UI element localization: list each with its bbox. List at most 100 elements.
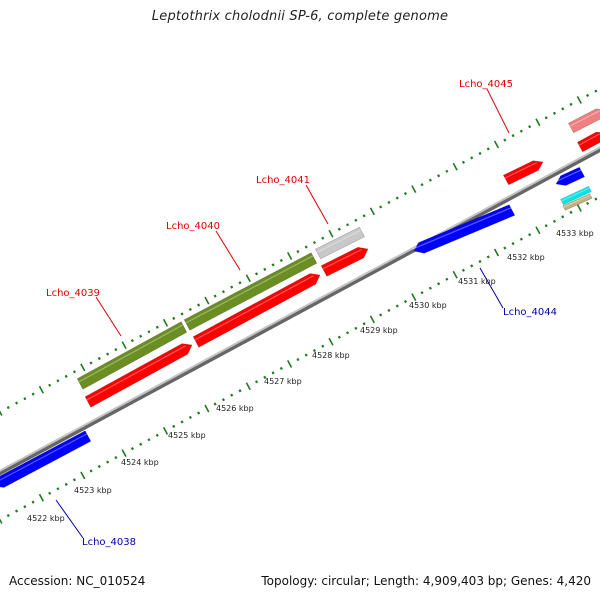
scale-label: 4522 kbp	[27, 514, 65, 523]
gene-label-4045: Lcho_4045	[459, 79, 513, 90]
minor-tick	[296, 249, 300, 254]
feature-lcho-4040-olive-highlight	[185, 255, 314, 324]
minor-tick	[271, 371, 275, 375]
minor-tick	[89, 361, 93, 365]
minor-tick	[312, 348, 316, 353]
minor-tick	[279, 258, 283, 263]
scale-label: 4523 kbp	[74, 486, 112, 495]
minor-tick	[114, 347, 118, 352]
major-tick	[245, 382, 251, 391]
scale-label: 4524 kbp	[121, 458, 159, 467]
minor-tick	[139, 334, 143, 338]
minor-tick	[312, 240, 316, 245]
minor-tick	[230, 393, 234, 397]
minor-tick	[420, 183, 424, 187]
minor-tick	[528, 125, 532, 129]
minor-tick	[346, 331, 350, 335]
minor-tick	[437, 282, 441, 286]
minor-tick	[263, 375, 267, 379]
minor-tick	[362, 214, 366, 218]
major-tick	[286, 252, 293, 260]
major-tick	[411, 293, 417, 301]
minor-tick	[321, 236, 325, 240]
major-tick	[576, 96, 582, 104]
feature-lcho-4039-olive-highlight	[78, 324, 184, 383]
scale-label: 4532 kbp	[507, 253, 545, 262]
feature-forward-cds	[192, 273, 321, 348]
minor-tick	[255, 380, 259, 384]
minor-tick	[486, 147, 490, 151]
minor-tick	[379, 313, 383, 317]
minor-tick	[544, 116, 548, 120]
minor-tick	[97, 356, 101, 361]
feature-lcho-4041-grey	[314, 226, 366, 260]
major-tick	[535, 118, 541, 127]
minor-tick	[180, 312, 184, 316]
minor-tick	[172, 316, 176, 320]
minor-tick	[106, 352, 110, 356]
minor-tick	[586, 201, 590, 206]
minor-tick	[155, 325, 159, 329]
minor-tick	[428, 286, 432, 290]
minor-tick	[304, 245, 308, 249]
minor-tick	[213, 402, 217, 406]
feature-lcho-4044-blue-highlight	[412, 207, 512, 250]
minor-tick	[337, 227, 341, 231]
major-tick	[452, 162, 458, 171]
minor-tick	[114, 455, 118, 460]
gene-label-4040: Lcho_4040	[166, 221, 220, 232]
minor-tick	[180, 420, 184, 424]
major-tick	[328, 229, 334, 238]
inner-tick-track	[0, 197, 598, 524]
major-tick	[328, 337, 334, 346]
feature-forward-cds	[84, 343, 193, 408]
major-tick	[369, 207, 376, 216]
minor-tick	[188, 415, 192, 420]
gene-label-4039: Lcho_4039	[46, 288, 100, 299]
major-tick	[452, 270, 458, 279]
minor-tick	[130, 339, 134, 343]
map-title: Leptothrix cholodnii SP-6, complete geno…	[151, 9, 449, 24]
scale-label: 4529 kbp	[360, 326, 398, 335]
gene-features	[0, 108, 600, 488]
minor-tick	[6, 405, 10, 410]
callout-line-4039	[95, 296, 122, 337]
accession-text: Accession: NC_010524	[9, 574, 146, 588]
minor-tick	[23, 397, 27, 401]
minor-tick	[221, 398, 225, 402]
scale-label: 4526 kbp	[216, 404, 254, 413]
minor-tick	[31, 500, 35, 504]
feature-forward-cds	[576, 131, 600, 153]
minor-tick	[519, 129, 523, 133]
minor-tick	[197, 411, 201, 415]
minor-tick	[197, 303, 201, 307]
major-tick	[162, 318, 169, 327]
minor-tick	[72, 478, 76, 482]
minor-tick	[428, 178, 432, 182]
minor-tick	[420, 291, 424, 295]
major-tick	[535, 226, 541, 235]
minor-tick	[6, 513, 10, 518]
minor-tick	[470, 264, 474, 268]
minor-tick	[31, 392, 35, 396]
minor-tick	[15, 401, 19, 405]
minor-tick	[486, 255, 490, 259]
minor-tick	[403, 191, 408, 196]
feature-reverse-cds-highlight	[554, 169, 582, 183]
callout-line-4041	[305, 184, 329, 225]
major-tick	[80, 471, 86, 480]
minor-tick	[188, 307, 192, 312]
feature-lcho-4040-olive	[183, 252, 318, 331]
feature-lcho-4038-blue	[0, 430, 92, 488]
feature-khaki-highlight	[563, 194, 591, 208]
minor-tick	[437, 174, 441, 178]
minor-tick	[403, 299, 408, 304]
scale-label: 4530 kbp	[409, 301, 447, 310]
callout-line-4038	[55, 499, 84, 539]
minor-tick	[64, 374, 68, 378]
minor-tick	[586, 93, 590, 98]
minor-tick	[271, 263, 275, 267]
minor-tick	[221, 290, 225, 294]
feature-khaki	[562, 193, 593, 211]
minor-tick	[130, 447, 134, 451]
